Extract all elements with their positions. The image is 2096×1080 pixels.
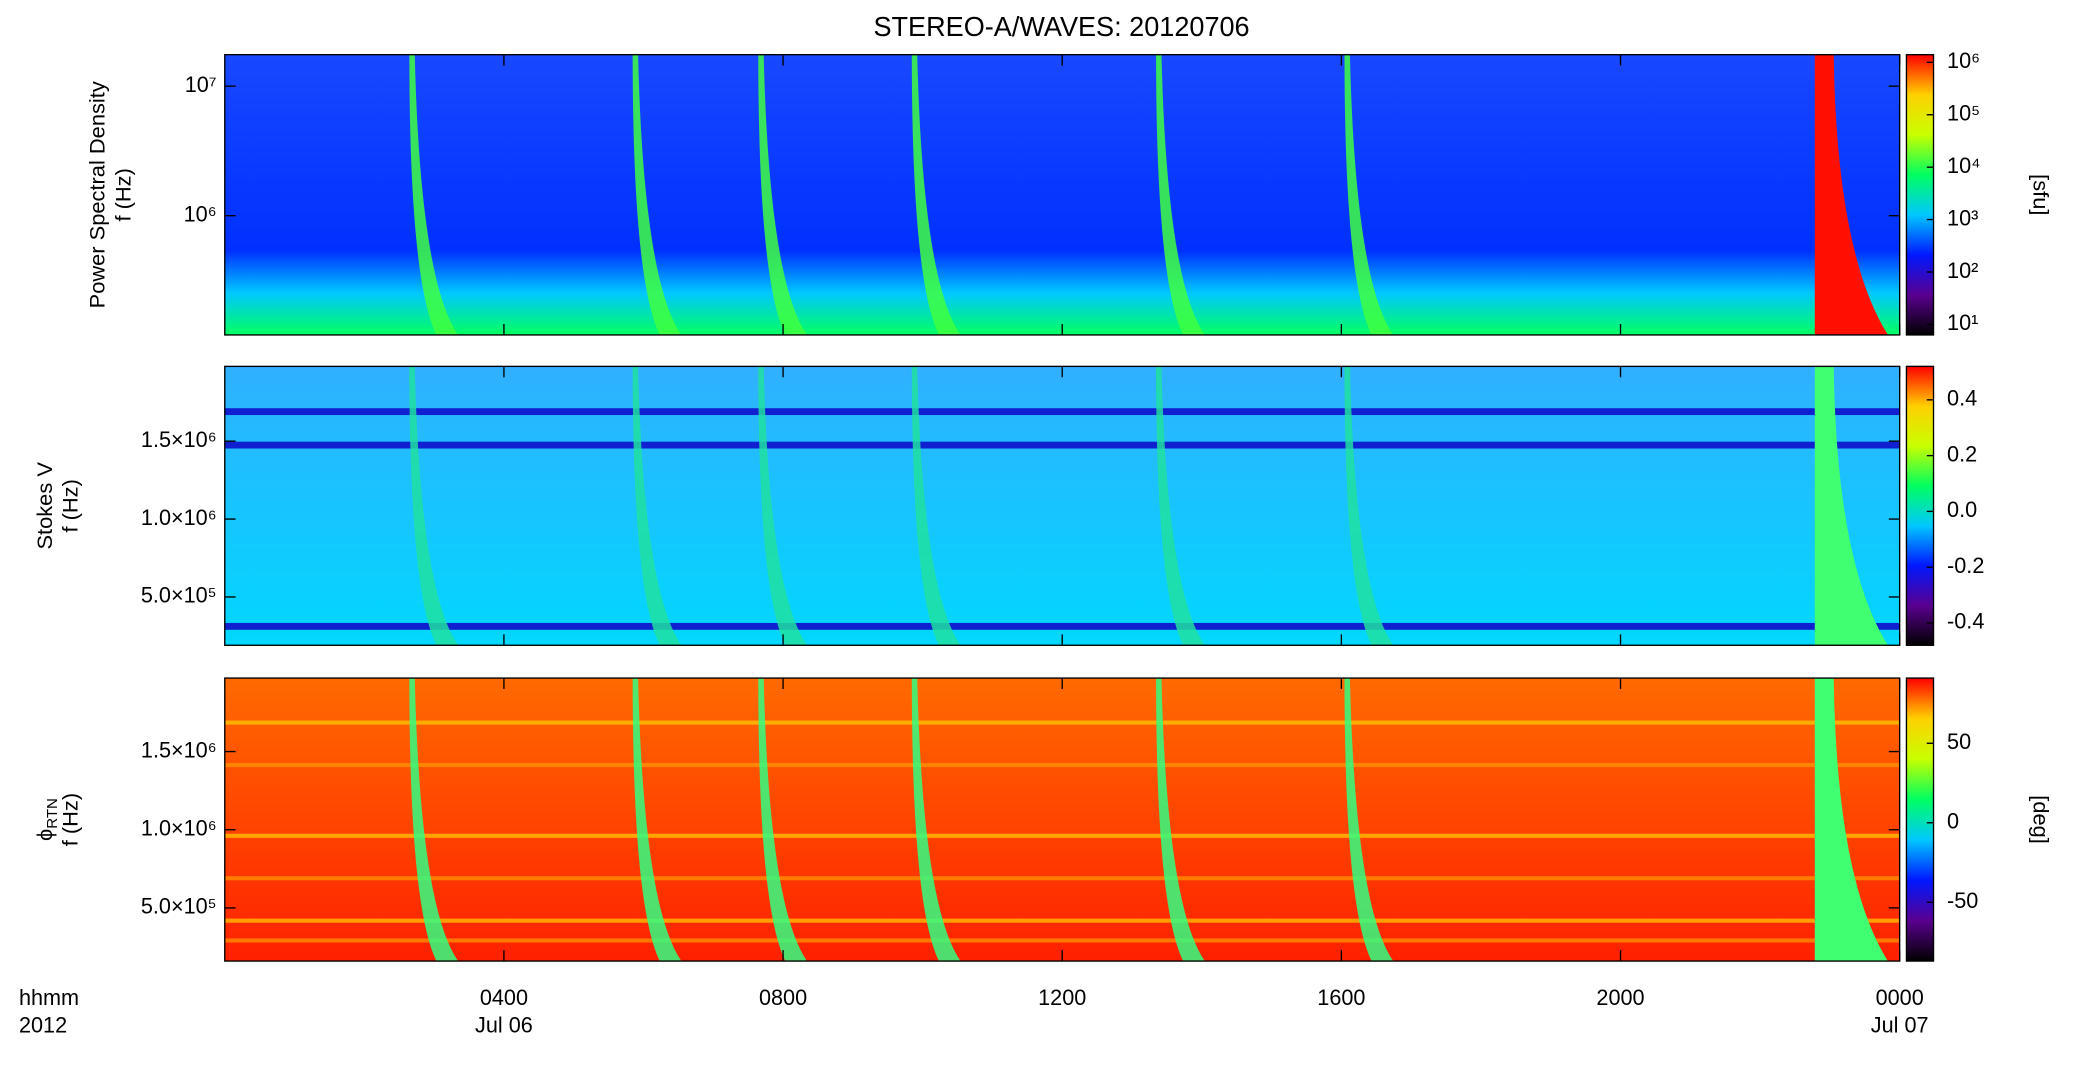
spectrogram-band [224,622,1900,630]
spectrogram-band [224,918,1900,923]
spectrogram-band [224,762,1900,768]
x-date-label: Jul 06 [475,1012,533,1037]
spectrogram-band [224,441,1900,449]
colorbar [1905,365,1935,646]
colorbar-tick-label: 0.0 [1947,497,1977,522]
y-axis-label-subscript: RTN [44,798,61,829]
burst [1156,54,1205,335]
colorbar [1905,677,1935,962]
burst [758,678,808,962]
colorbar-label: [sfu] [2028,174,2053,215]
colorbar-tick-label: 10¹ [1947,310,1978,335]
y-axis-label: Stokes V [32,462,57,550]
y-tick-label: 1.0×10⁶ [141,505,217,530]
colorbar-tick-label: -0.4 [1947,609,1984,634]
chart-title: STEREO-A/WAVES: 20120706 [873,11,1249,42]
spectrogram-band [224,833,1900,838]
burst [632,366,682,646]
burst [632,678,682,962]
burst [1344,678,1394,962]
y-axis-label: f (Hz) [58,793,83,846]
spectrogram-band [224,938,1900,943]
colorbar-tick-label: -50 [1947,888,1978,913]
burst [911,366,961,646]
y-axis-label: f (Hz) [58,479,83,532]
burst [409,366,459,646]
spectrogram-band [224,720,1900,725]
x-tick-label: 0000 [1876,985,1924,1010]
x-tick-label: 0400 [480,985,528,1010]
y-tick-label: 10⁶ [184,201,217,226]
colorbar-tick-label: 0.4 [1947,386,1977,411]
colorbar-tick-label: 10² [1947,258,1978,283]
y-tick-label: 5.0×10⁵ [141,583,217,608]
x-tick-label: 1200 [1038,985,1086,1010]
y-axis-label: f (Hz) [110,168,135,221]
x-tick-label: 0800 [759,985,807,1010]
y-tick-label: 10⁷ [185,72,217,97]
burst [911,54,961,335]
x-tick-label: 2000 [1596,985,1644,1010]
colorbar-tick-label: 10³ [1947,205,1978,230]
spectrogram-band [224,408,1900,416]
burst [1156,366,1205,646]
burst [911,678,961,962]
colorbar-tick-label: 10⁶ [1947,48,1980,73]
y-tick-label: 1.5×10⁶ [141,737,217,762]
spectrogram-band [224,876,1900,881]
burst [758,366,808,646]
burst [409,54,459,335]
colorbar-tick-label: 10⁴ [1947,153,1980,178]
y-tick-label: 1.0×10⁶ [141,815,217,840]
colorbar [1905,54,1935,336]
spectrogram [224,54,1900,335]
colorbar-label: [deg] [2028,795,2053,844]
colorbar-tick-label: 0.2 [1947,441,1977,466]
burst [632,54,682,335]
burst [1814,678,1888,962]
x-tick-label: 1600 [1317,985,1365,1010]
burst [1344,54,1394,335]
colorbar-tick-label: 50 [1947,729,1971,754]
x-date-label: Jul 07 [1871,1012,1929,1037]
colorbar-tick-label: 0 [1947,808,1959,833]
spectrogram [224,678,1900,962]
colorbar-tick-label: 10⁵ [1947,100,1980,125]
x-unit-label: hhmm [19,985,79,1010]
burst [409,678,459,962]
burst [1814,366,1888,646]
burst [758,54,808,335]
y-tick-label: 5.0×10⁵ [141,894,217,919]
y-axis-label: Power Spectral Density [85,81,110,308]
y-tick-label: 1.5×10⁶ [141,427,217,452]
y-axis-label: ϕRTN [32,798,61,841]
burst [1814,54,1888,335]
burst [1156,678,1205,962]
burst [1344,366,1394,646]
x-unit-label: 2012 [19,1012,67,1037]
colorbar-tick-label: -0.2 [1947,553,1984,578]
